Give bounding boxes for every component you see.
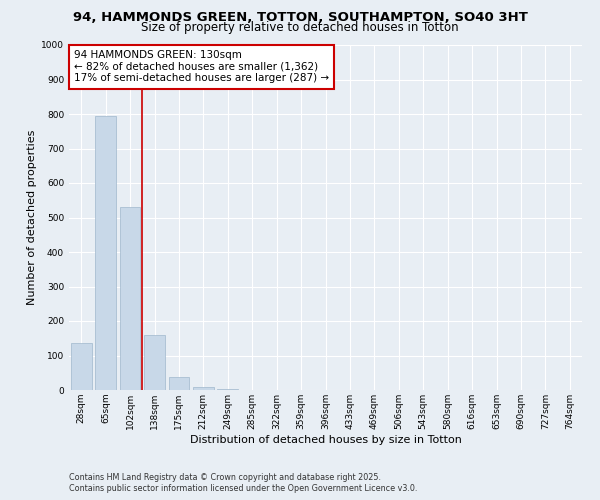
Text: 94 HAMMONDS GREEN: 130sqm
← 82% of detached houses are smaller (1,362)
17% of se: 94 HAMMONDS GREEN: 130sqm ← 82% of detac…: [74, 50, 329, 84]
X-axis label: Distribution of detached houses by size in Totton: Distribution of detached houses by size …: [190, 434, 461, 444]
Bar: [169, 377, 190, 390]
Bar: [95, 116, 116, 390]
Text: Contains public sector information licensed under the Open Government Licence v3: Contains public sector information licen…: [69, 484, 418, 493]
Text: Contains HM Land Registry data © Crown copyright and database right 2025.: Contains HM Land Registry data © Crown c…: [69, 472, 381, 482]
Bar: [71, 344, 92, 390]
Bar: [144, 335, 165, 390]
Y-axis label: Number of detached properties: Number of detached properties: [27, 130, 37, 305]
Bar: [119, 207, 140, 390]
Text: 94, HAMMONDS GREEN, TOTTON, SOUTHAMPTON, SO40 3HT: 94, HAMMONDS GREEN, TOTTON, SOUTHAMPTON,…: [73, 11, 527, 24]
Bar: [217, 389, 238, 390]
Text: Size of property relative to detached houses in Totton: Size of property relative to detached ho…: [141, 21, 459, 34]
Bar: [193, 387, 214, 390]
